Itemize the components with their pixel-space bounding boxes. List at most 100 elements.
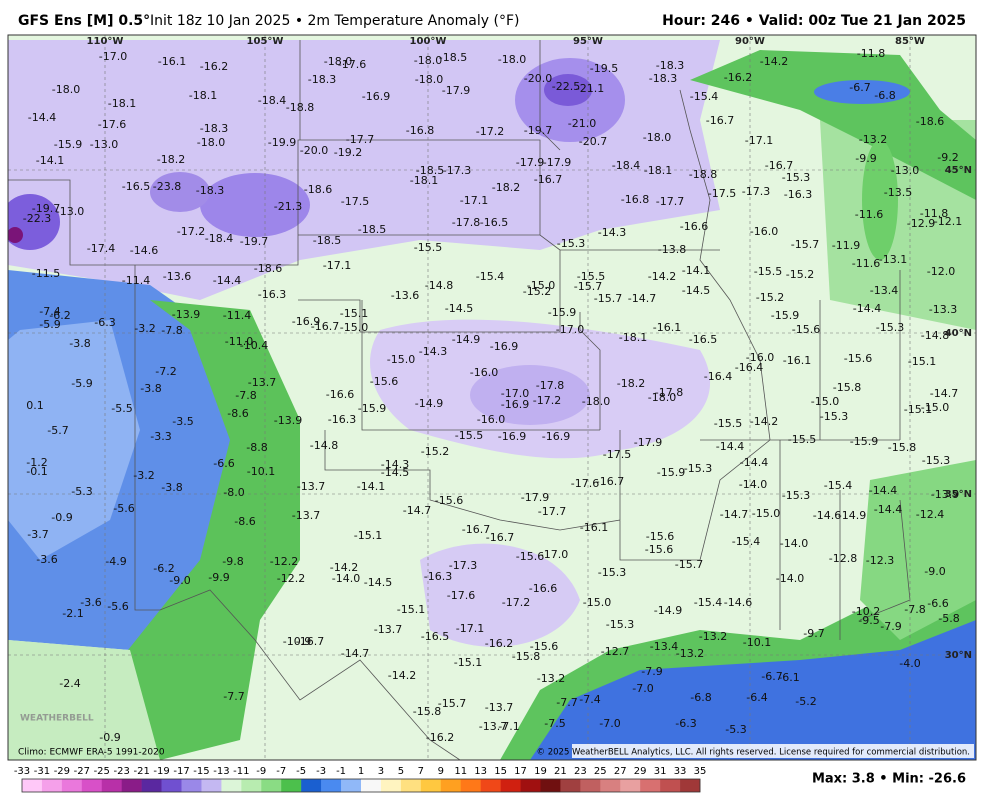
colorbar-tick: -21 — [133, 766, 149, 777]
anomaly-value: -15.1 — [340, 307, 368, 320]
anomaly-value: -5.9 — [71, 377, 92, 390]
anomaly-value: -14.5 — [364, 576, 392, 589]
anomaly-value: -16.0 — [750, 225, 778, 238]
colorbar-bin — [281, 779, 302, 792]
anomaly-value: -18.0 — [324, 55, 352, 68]
anomaly-value: -6.6 — [213, 457, 234, 470]
colorbar-bin — [181, 779, 202, 792]
colorbar-tick: -23 — [114, 766, 130, 777]
anomaly-value: -14.0 — [776, 572, 804, 585]
anomaly-value: -14.4 — [740, 456, 768, 469]
anomaly-value: -13.9 — [172, 308, 200, 321]
colorbar-tick: 7 — [418, 766, 424, 777]
colorbar-tick: 35 — [694, 766, 707, 777]
colorbar-bin — [22, 779, 43, 792]
run: Init 18z 10 Jan 2025 • 2m Temperature An… — [150, 13, 520, 29]
colorbar-tick: -25 — [94, 766, 110, 777]
lat-label: 30°N — [945, 650, 972, 661]
anomaly-value: -7.0 — [632, 682, 653, 695]
anomaly-value: -21.3 — [274, 200, 302, 213]
colorbar-frame — [21, 778, 701, 793]
colorbar-tick: 1 — [358, 766, 364, 777]
colorbar-tick: 29 — [634, 766, 647, 777]
anomaly-value: -17.5 — [603, 448, 631, 461]
anomaly-value: -9.7 — [803, 627, 824, 640]
anomaly-value: -20.7 — [579, 135, 607, 148]
anomaly-value: -17.6 — [338, 58, 366, 71]
anomaly-value: -16.7 — [596, 475, 624, 488]
anomaly-value: -14.8 — [425, 279, 453, 292]
anomaly-value: -12.7 — [601, 645, 629, 658]
anomaly-value: -18.2 — [492, 181, 520, 194]
anomaly-value: -14.4 — [213, 274, 241, 287]
anomaly-value: -12.2 — [277, 572, 305, 585]
anomaly-value: -15.9 — [548, 306, 576, 319]
anomaly-value: -11.4 — [122, 274, 150, 287]
colorbar-bin — [121, 779, 142, 792]
anomaly-value: -15.0 — [583, 596, 611, 609]
anomaly-value: -18.5 — [313, 234, 341, 247]
anomaly-value: -7.9 — [880, 620, 901, 633]
anomaly-value: -17.5 — [341, 195, 369, 208]
anomaly-value: -7.9 — [641, 665, 662, 678]
anomaly-value: -18.0 — [52, 83, 80, 96]
anomaly-value: -15.3 — [684, 462, 712, 475]
anomaly-value: -16.3 — [424, 570, 452, 583]
anomaly-value: -9.0 — [169, 574, 190, 587]
stats: Max: 3.8 • Min: -26.6 — [812, 772, 966, 787]
anomaly-value: -15.6 — [435, 494, 463, 507]
anomaly-value: -15.4 — [694, 596, 722, 609]
anomaly-value: -16.5 — [122, 180, 150, 193]
anomaly-value: -10.1 — [247, 465, 275, 478]
anomaly-value: -14.2 — [750, 415, 778, 428]
anomaly-value: -16.7 — [765, 159, 793, 172]
anomaly-value: -13.7 — [374, 623, 402, 636]
anomaly-value: -15.7 — [791, 238, 819, 251]
anomaly-value: -16.7 — [706, 114, 734, 127]
anomaly-value: -16.0 — [746, 351, 774, 364]
anomaly-value: -14.5 — [682, 284, 710, 297]
anomaly-value: -13.7 — [248, 376, 276, 389]
anomaly-value: -14.1 — [357, 480, 385, 493]
anomaly-value: -14.3 — [598, 226, 626, 239]
colorbar-bin — [261, 779, 282, 792]
anomaly-value: -15.0 — [387, 353, 415, 366]
anomaly-value: -10.1 — [743, 636, 771, 649]
anomaly-value: -6.7 — [849, 81, 870, 94]
anomaly-value: -8.6 — [234, 515, 255, 528]
anomaly-value: -7.2 — [155, 365, 176, 378]
anomaly-value: -12.8 — [829, 552, 857, 565]
anomaly-value: -12.3 — [866, 554, 894, 567]
anomaly-value: -18.3 — [649, 72, 677, 85]
anomaly-value: -19.2 — [334, 146, 362, 159]
anomaly-value: -7.5 — [544, 717, 565, 730]
anomaly-value: -13.7 — [292, 509, 320, 522]
anomaly-value: -14.0 — [739, 478, 767, 491]
anomaly-value: -11.8 — [920, 207, 948, 220]
anomaly-value: -18.0 — [414, 54, 442, 67]
anomaly-value: -19.7 — [32, 202, 60, 215]
anomaly-value: -17.7 — [538, 505, 566, 518]
colorbar-bin — [321, 779, 342, 792]
logo: WEATHERBELL — [20, 714, 94, 724]
anomaly-value: -6.7 — [761, 670, 782, 683]
colorbar-tick: 27 — [614, 766, 627, 777]
colorbar-tick: 5 — [398, 766, 404, 777]
colorbar-tick: -29 — [54, 766, 70, 777]
colorbar-bin — [201, 779, 222, 792]
anomaly-value: -16.7 — [534, 173, 562, 186]
anomaly-value: -18.3 — [200, 122, 228, 135]
anomaly-value: -15.3 — [820, 410, 848, 423]
anomaly-value: -17.8 — [655, 386, 683, 399]
anomaly-value: -17.1 — [456, 622, 484, 635]
anomaly-value: -7.7 — [223, 690, 244, 703]
anomaly-value: -13.9 — [274, 414, 302, 427]
anomaly-value: -3.8 — [161, 481, 182, 494]
colorbar-tick: -17 — [173, 766, 189, 777]
colorbar-bin — [580, 779, 601, 792]
colorbar-bin — [341, 779, 362, 792]
anomaly-value: -18.4 — [258, 94, 286, 107]
colorbar-bin — [460, 779, 481, 792]
anomaly-value: -18.3 — [656, 59, 684, 72]
colorbar-tick: -33 — [14, 766, 30, 777]
